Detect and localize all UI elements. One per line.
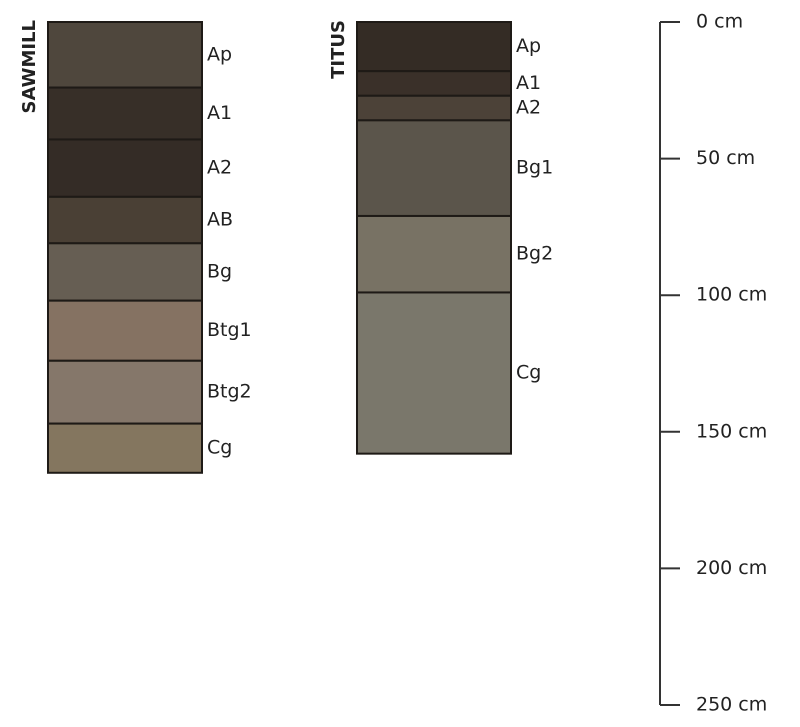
horizon bbox=[47, 21, 203, 89]
horizon-label: Ap bbox=[207, 43, 232, 65]
tick-label: 50 cm bbox=[696, 147, 755, 169]
horizon-label: Bg2 bbox=[516, 243, 553, 265]
horizon-label: Cg bbox=[207, 437, 232, 459]
horizon bbox=[47, 138, 203, 198]
tick-label: 150 cm bbox=[696, 420, 767, 442]
horizon-label: A1 bbox=[516, 72, 541, 94]
horizon-label: Ap bbox=[516, 35, 541, 57]
horizon-label: A2 bbox=[207, 157, 232, 179]
horizon bbox=[47, 195, 203, 245]
horizon bbox=[356, 21, 512, 73]
horizon bbox=[356, 70, 512, 97]
horizon bbox=[47, 242, 203, 302]
horizon bbox=[47, 359, 203, 425]
horizon-label: A2 bbox=[516, 97, 541, 119]
horizon bbox=[47, 299, 203, 362]
tick-label: 200 cm bbox=[696, 557, 767, 579]
tick-label: 0 cm bbox=[696, 11, 743, 33]
horizon-label: A1 bbox=[207, 102, 232, 124]
horizon bbox=[47, 86, 203, 141]
horizon bbox=[356, 119, 512, 217]
horizon bbox=[356, 291, 512, 455]
tick-label: 100 cm bbox=[696, 284, 767, 306]
horizon-label: AB bbox=[207, 209, 233, 231]
profile-name: TITUS bbox=[328, 20, 349, 79]
horizon bbox=[356, 214, 512, 294]
horizon-label: Cg bbox=[516, 362, 541, 384]
horizon-label: Btg1 bbox=[207, 319, 252, 341]
horizon-label: Bg1 bbox=[516, 157, 553, 179]
horizon bbox=[47, 422, 203, 474]
horizon bbox=[356, 94, 512, 122]
tick-label: 250 cm bbox=[696, 694, 767, 716]
horizon-label: Btg2 bbox=[207, 381, 252, 403]
horizon-label: Bg bbox=[207, 260, 232, 282]
profile-name: SAWMILL bbox=[19, 20, 40, 114]
